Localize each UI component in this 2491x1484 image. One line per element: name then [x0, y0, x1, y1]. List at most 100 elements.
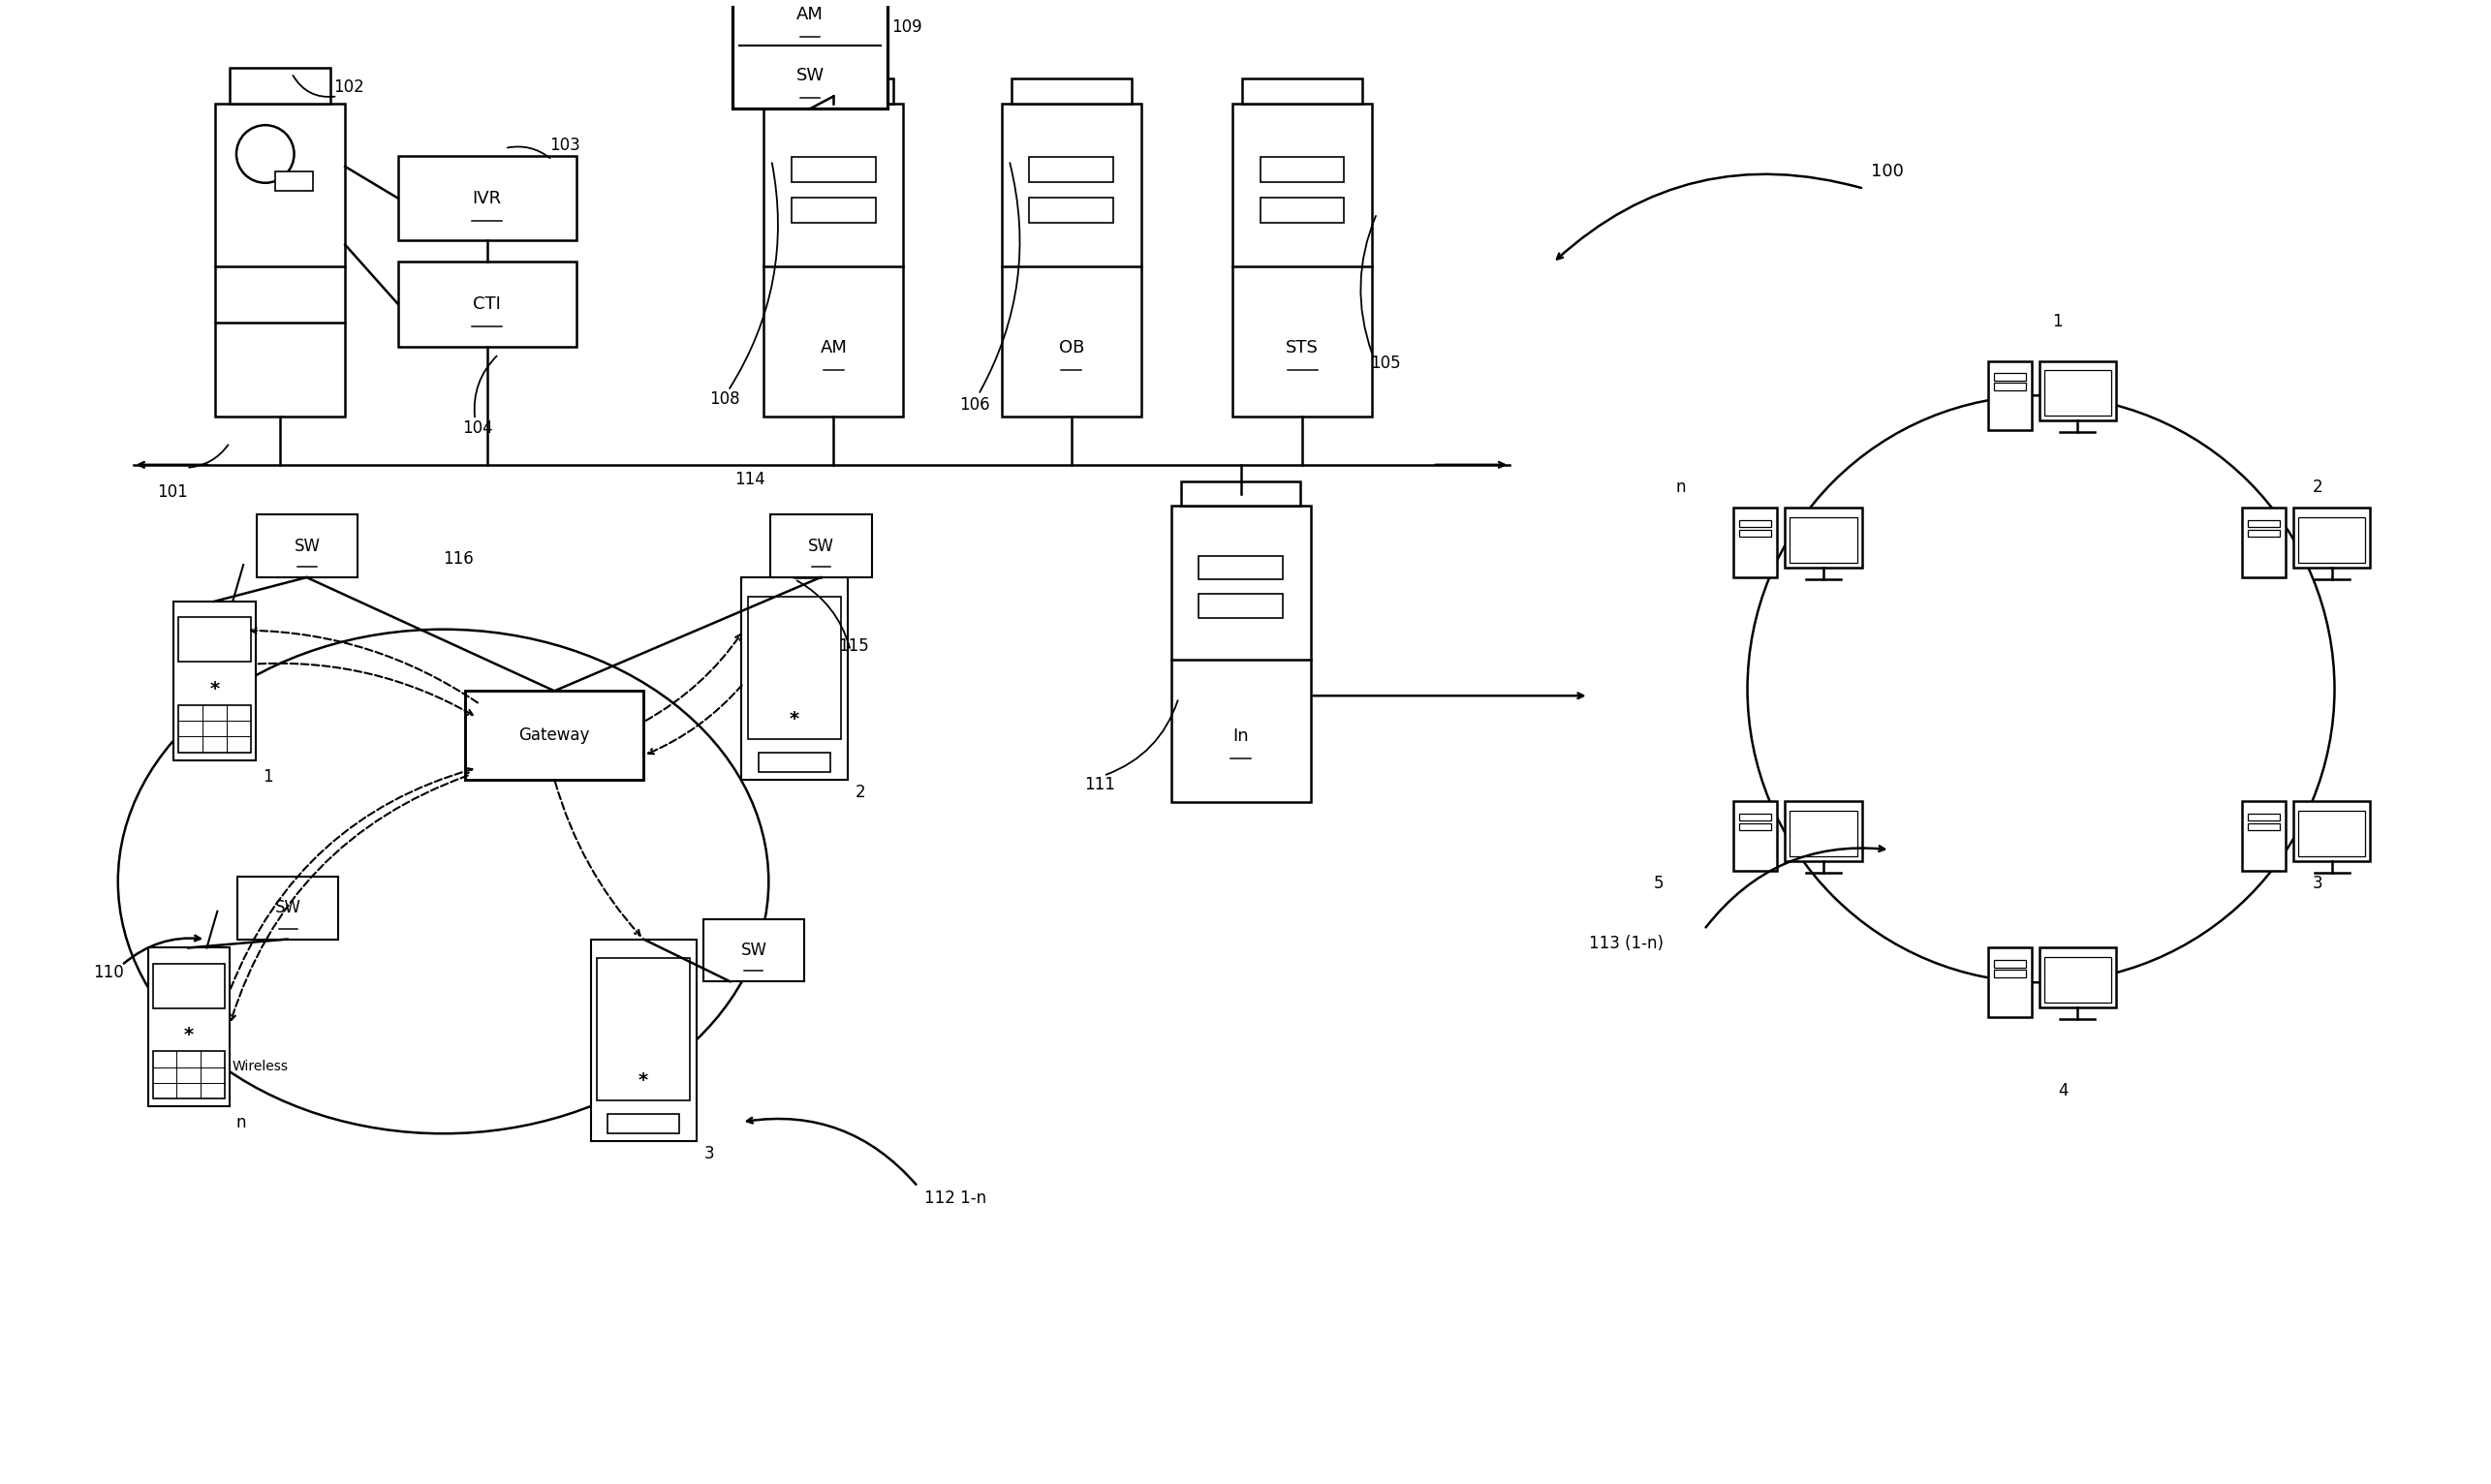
- Bar: [702, 919, 805, 981]
- Bar: [747, 597, 842, 739]
- Bar: [2242, 508, 2287, 577]
- Bar: [1988, 361, 2030, 430]
- Text: *: *: [790, 709, 800, 729]
- Text: 109: 109: [892, 18, 922, 36]
- Text: 110: 110: [92, 965, 125, 981]
- Text: OB: OB: [1059, 340, 1084, 356]
- Bar: [1198, 594, 1283, 617]
- Text: n: n: [237, 1114, 247, 1132]
- Bar: [1233, 104, 1373, 417]
- Text: n: n: [1676, 479, 1686, 496]
- Bar: [179, 705, 252, 752]
- Bar: [257, 515, 359, 577]
- Bar: [792, 157, 874, 183]
- Text: 111: 111: [1084, 776, 1116, 792]
- Bar: [179, 617, 252, 662]
- Bar: [214, 104, 346, 417]
- Bar: [1993, 960, 2025, 968]
- Bar: [742, 577, 847, 779]
- Bar: [399, 156, 575, 240]
- Bar: [1739, 813, 1771, 821]
- Bar: [765, 104, 904, 417]
- Text: 3: 3: [705, 1146, 715, 1162]
- Text: 105: 105: [1370, 355, 1400, 372]
- Text: In: In: [1233, 727, 1248, 745]
- Bar: [1734, 508, 1776, 577]
- Bar: [1786, 801, 1861, 861]
- Text: 2: 2: [2312, 479, 2322, 496]
- Text: 5: 5: [1654, 876, 1664, 892]
- Bar: [2294, 801, 2371, 861]
- Text: SW: SW: [740, 941, 767, 959]
- Bar: [1029, 197, 1113, 223]
- Bar: [1011, 79, 1131, 104]
- Bar: [2247, 530, 2279, 537]
- Bar: [2043, 371, 2112, 416]
- Bar: [1993, 374, 2025, 380]
- Text: 112 1-n: 112 1-n: [924, 1189, 986, 1206]
- Text: 3: 3: [2312, 876, 2322, 892]
- Text: 103: 103: [548, 137, 580, 154]
- Text: *: *: [184, 1025, 194, 1045]
- Bar: [2043, 957, 2112, 1003]
- Bar: [1181, 481, 1300, 505]
- Bar: [770, 515, 872, 577]
- Bar: [2242, 801, 2287, 871]
- Text: SW: SW: [294, 537, 321, 555]
- Bar: [174, 601, 257, 760]
- Bar: [1988, 948, 2030, 1017]
- Text: 2: 2: [854, 784, 864, 801]
- Bar: [1993, 971, 2025, 976]
- Bar: [760, 752, 830, 772]
- Bar: [2040, 361, 2115, 420]
- Bar: [1789, 810, 1856, 856]
- Text: 104: 104: [463, 420, 493, 436]
- Bar: [399, 261, 575, 346]
- Bar: [1260, 197, 1345, 223]
- Bar: [2040, 948, 2115, 1008]
- Text: 114: 114: [735, 470, 765, 488]
- Text: AM: AM: [797, 6, 825, 24]
- Bar: [466, 692, 643, 779]
- Text: 115: 115: [837, 637, 869, 654]
- Bar: [152, 1051, 224, 1100]
- Bar: [1001, 104, 1141, 417]
- Bar: [598, 959, 690, 1101]
- Bar: [1260, 157, 1345, 183]
- Bar: [1243, 79, 1363, 104]
- Bar: [1786, 508, 1861, 567]
- Text: IVR: IVR: [473, 190, 501, 206]
- Bar: [274, 171, 314, 190]
- Bar: [1734, 801, 1776, 871]
- Text: 4: 4: [2058, 1082, 2068, 1100]
- Text: SW: SW: [807, 537, 834, 555]
- Bar: [2247, 519, 2279, 527]
- Text: SW: SW: [274, 899, 301, 917]
- Text: 108: 108: [710, 390, 740, 408]
- Text: 106: 106: [959, 396, 989, 414]
- Bar: [775, 79, 894, 104]
- Text: 100: 100: [1871, 163, 1903, 180]
- Bar: [1789, 518, 1856, 562]
- Text: 116: 116: [443, 551, 473, 568]
- Text: *: *: [638, 1071, 648, 1089]
- Bar: [792, 197, 874, 223]
- Text: AM: AM: [820, 340, 847, 356]
- Bar: [2247, 824, 2279, 830]
- Text: 1: 1: [262, 767, 272, 785]
- Bar: [1739, 824, 1771, 830]
- Bar: [2299, 810, 2366, 856]
- Bar: [1993, 383, 2025, 390]
- Bar: [1171, 505, 1310, 801]
- Bar: [229, 67, 331, 104]
- Text: SW: SW: [797, 67, 825, 85]
- Bar: [590, 939, 697, 1141]
- Bar: [1029, 157, 1113, 183]
- Bar: [1739, 530, 1771, 537]
- Text: STS: STS: [1285, 340, 1318, 356]
- Bar: [2299, 518, 2366, 562]
- Bar: [1198, 555, 1283, 579]
- Text: CTI: CTI: [473, 295, 501, 313]
- Bar: [732, 0, 887, 108]
- Text: Wireless: Wireless: [232, 1060, 289, 1073]
